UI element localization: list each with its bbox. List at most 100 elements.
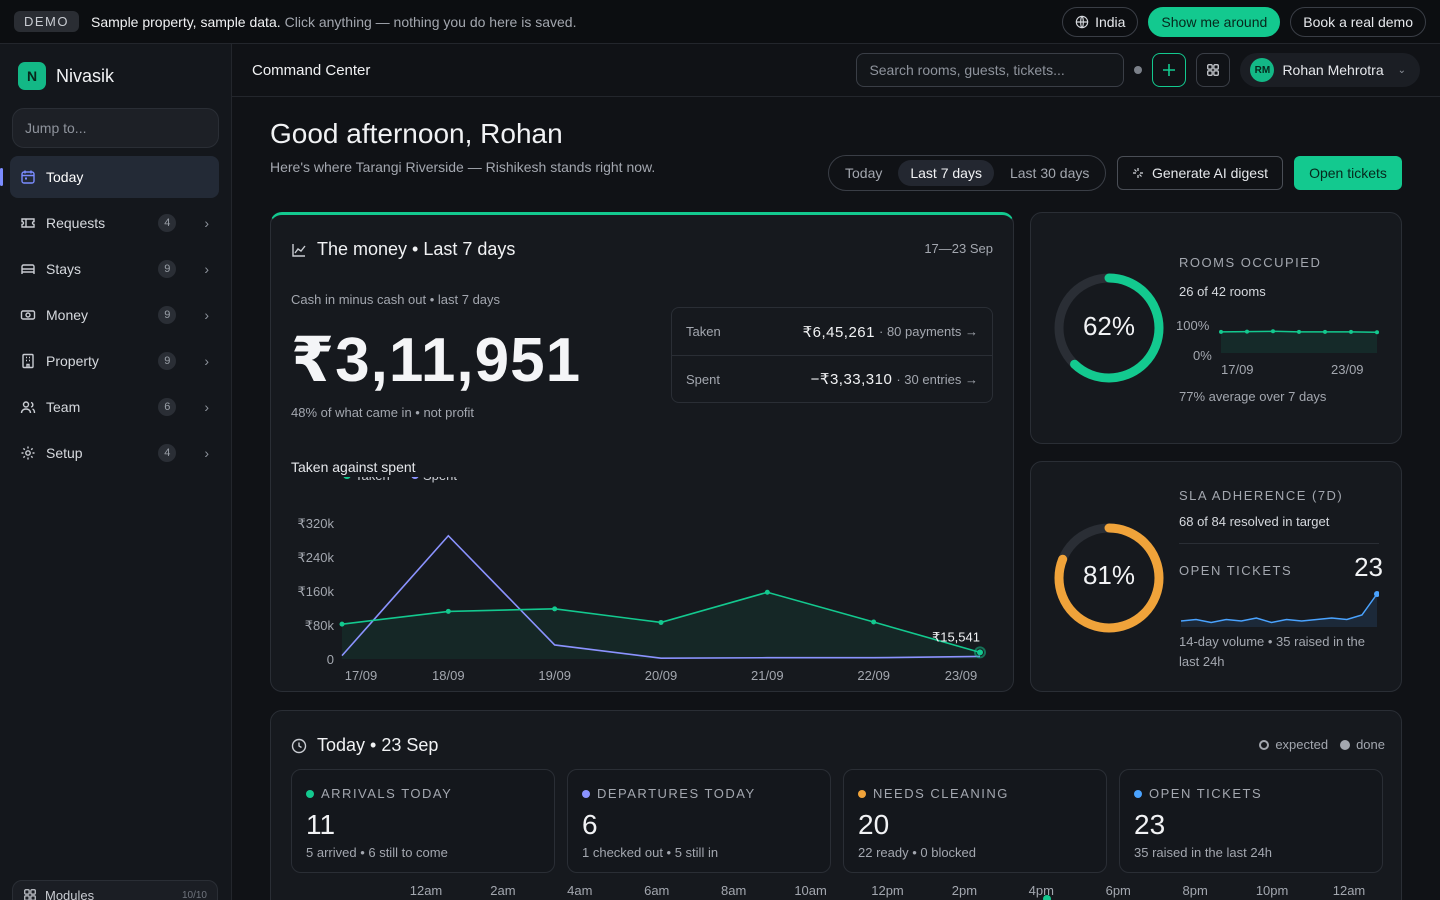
- taken-point: [658, 619, 664, 625]
- stat-label: OPEN TICKETS: [1134, 786, 1368, 801]
- x-tick-label: 17/09: [345, 668, 378, 683]
- arrivals-stat[interactable]: ARRIVALS TODAY 11 5 arrived • 6 still to…: [291, 769, 555, 873]
- brand[interactable]: N Nivasik: [0, 44, 231, 108]
- show-me-around-button[interactable]: Show me around: [1148, 6, 1281, 37]
- modules-count: 10/10: [181, 889, 207, 900]
- modules-button[interactable]: Modules 10/10: [12, 880, 218, 900]
- book-demo-button[interactable]: Book a real demo: [1290, 6, 1426, 37]
- y-tick-label: ₹320k: [298, 516, 335, 531]
- range-last-7-days[interactable]: Last 7 days: [898, 160, 994, 186]
- sla-card: 81% SLA ADHERENCE (7D) 68 of 84 resolved…: [1030, 461, 1402, 692]
- plus-icon: [1163, 64, 1176, 76]
- ticket-volume-line: [1180, 593, 1378, 624]
- sidebar-item-team[interactable]: Team 6 ›: [10, 386, 219, 428]
- chevron-right-icon: ›: [204, 353, 209, 369]
- x-tick-label: 18/09: [432, 668, 465, 683]
- now-marker: [1043, 895, 1051, 900]
- people-icon: [20, 401, 36, 414]
- demo-message-strong: Sample property, sample data.: [91, 13, 281, 30]
- sidebar-item-today[interactable]: Today: [0, 156, 219, 198]
- taken-point: [552, 606, 558, 612]
- user-menu[interactable]: RM Rohan Mehrotra ⌄: [1240, 53, 1420, 87]
- open-tickets-count: 23: [1354, 552, 1383, 582]
- greeting-subtitle: Here's where Tarangi Riverside — Rishike…: [270, 159, 656, 175]
- ring-progress: [1054, 523, 1164, 633]
- sidebar-item-count: 6: [158, 398, 177, 416]
- y-tick-label: 0: [327, 652, 334, 667]
- apps-button[interactable]: [1196, 53, 1231, 87]
- occupancy-point: [1323, 329, 1327, 334]
- last-value-label: ₹15,541: [932, 629, 980, 644]
- sidebar-item-stays[interactable]: Stays 9 ›: [10, 248, 219, 290]
- open-tickets-button[interactable]: Open tickets: [1294, 156, 1402, 190]
- timeline-tick: 4pm: [1028, 883, 1054, 898]
- taken-amount: ₹6,45,261: [802, 323, 875, 341]
- timeline-tick: 8pm: [1182, 883, 1208, 898]
- taken-vs-spent-chart: Taken Spent 0 ₹80k ₹160k ₹240k ₹320k ₹15,541 17/…: [298, 477, 986, 683]
- taken-row[interactable]: Taken ₹6,45,261 · 80 payments →: [672, 308, 992, 355]
- sidebar-item-property[interactable]: Property 9 ›: [10, 340, 219, 382]
- stat-desc: 35 raised in the last 24h: [1134, 845, 1273, 860]
- occupancy-title: ROOMS OCCUPIED: [1179, 255, 1322, 270]
- sidebar-item-setup[interactable]: Setup 4 ›: [10, 432, 219, 474]
- stat-label: ARRIVALS TODAY: [306, 786, 540, 801]
- legend-label: Taken: [355, 477, 390, 483]
- greeting-title: Good afternoon, Rohan: [270, 118, 563, 149]
- sidebar-item-label: Property: [46, 353, 99, 369]
- range-today[interactable]: Today: [845, 165, 883, 181]
- sidebar-item-count: 9: [158, 260, 177, 278]
- generate-ai-digest-button[interactable]: Generate AI digest: [1117, 156, 1283, 190]
- region-label: India: [1095, 13, 1126, 30]
- taken-point: [339, 621, 345, 627]
- calendar-icon: [21, 170, 35, 184]
- sidebar-item-requests[interactable]: Requests 4 ›: [10, 202, 219, 244]
- chart-title: Taken against spent: [291, 459, 416, 475]
- taken-point: [764, 589, 770, 595]
- stat-desc: 1 checked out • 5 still in: [582, 845, 719, 860]
- divider: [1179, 543, 1379, 544]
- occupancy-point: [1375, 330, 1379, 335]
- today-title: Today • 23 Sep: [317, 735, 439, 755]
- line-chart-icon: [292, 243, 306, 257]
- needs-cleaning-stat[interactable]: NEEDS CLEANING 20 22 ready • 0 blocked: [843, 769, 1107, 873]
- spent-row[interactable]: Spent −₹3,33,310 · 30 entries →: [672, 355, 992, 402]
- legend-dot: [411, 477, 419, 479]
- open-tickets-title: OPEN TICKETS: [1179, 563, 1293, 578]
- status-dot: [582, 789, 590, 798]
- brand-name: Nivasik: [56, 65, 115, 86]
- search-input[interactable]: Search rooms, guests, tickets...: [856, 53, 1125, 87]
- sidebar: N Nivasik Jump to... Today Requests 4 › …: [0, 44, 232, 900]
- range-last-30-days[interactable]: Last 30 days: [1009, 165, 1090, 181]
- open-tickets-stat[interactable]: OPEN TICKETS 23 35 raised in the last 24…: [1119, 769, 1383, 873]
- departures-stat[interactable]: DEPARTURES TODAY 6 1 checked out • 5 sti…: [567, 769, 831, 873]
- avatar: RM: [1250, 58, 1275, 82]
- occupancy-x-start: 17/09: [1221, 362, 1254, 377]
- timeline-tick: 12pm: [871, 883, 904, 898]
- legend-expected: expected: [1259, 737, 1328, 752]
- x-tick-label: 19/09: [538, 668, 571, 683]
- sidebar-item-count: 4: [158, 444, 177, 462]
- status-dot: [1134, 66, 1143, 74]
- modules-label: Modules: [45, 887, 95, 900]
- today-legend: expected done: [1259, 737, 1385, 752]
- stat-value: 20: [858, 809, 890, 840]
- money-breakdown: Taken ₹6,45,261 · 80 payments → Spent −₹…: [671, 307, 993, 403]
- today-card: Today • 23 Sep expected done ARRIVALS TO…: [270, 710, 1402, 900]
- money-date-range: 17—23 Sep: [924, 241, 993, 256]
- occupancy-point: [1271, 329, 1275, 334]
- today-card-header: Today • 23 Sep: [291, 735, 438, 756]
- taken-area: [342, 592, 980, 659]
- sidebar-item-money[interactable]: Money 9 ›: [10, 294, 219, 336]
- clock-icon: [291, 738, 307, 753]
- add-button[interactable]: [1152, 53, 1187, 87]
- sparkle-icon: [1133, 168, 1143, 178]
- sla-footer: 14-day volume • 35 raised in the last 24…: [1179, 634, 1365, 669]
- day-timeline: 12am 2am 4am 6am 8am 10am 12pm 2pm 4pm 6pm 8pm 10pm…: [271, 883, 1403, 900]
- y-tick-label: ₹160k: [298, 584, 335, 599]
- spent-extra: · 30 entries →: [896, 371, 978, 387]
- jump-to-input[interactable]: Jump to...: [12, 108, 219, 148]
- ticket-icon: [21, 218, 35, 228]
- money-subtitle: Cash in minus cash out • last 7 days: [291, 292, 501, 307]
- region-selector[interactable]: India: [1062, 6, 1139, 37]
- sidebar-item-label: Team: [46, 399, 81, 415]
